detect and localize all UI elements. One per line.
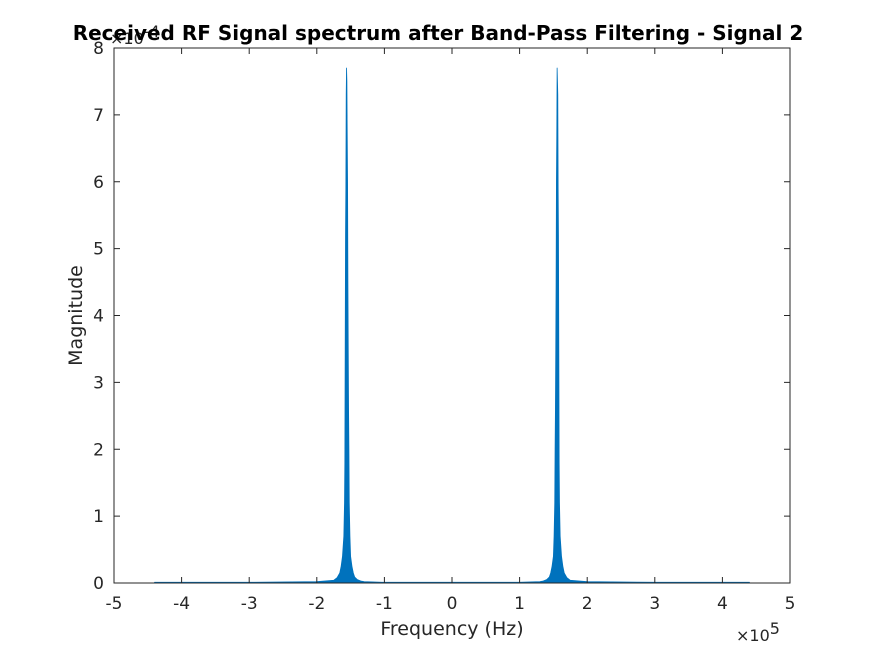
x-tick-label: 5 [785, 594, 796, 614]
x-tick-label: -4 [173, 594, 190, 614]
y-tick-label: 1 [93, 507, 104, 527]
y-axis-exponent: ×10-4 [110, 22, 160, 48]
plot-area [154, 67, 750, 584]
x-tick-label: 4 [717, 594, 728, 614]
axes-background [114, 48, 790, 583]
x-tick-label: -1 [376, 594, 393, 614]
spectrum-series-0 [154, 67, 750, 584]
x-axis-exponent: ×105 [736, 619, 780, 645]
tick-marks [113, 47, 791, 584]
y-axis-label: Magnitude [65, 265, 87, 366]
y-tick-label: 0 [93, 574, 104, 594]
y-tick-label: 4 [93, 307, 104, 327]
x-tick-label: -5 [106, 594, 123, 614]
x-tick-label: 1 [514, 594, 525, 614]
y-tick-label: 8 [93, 39, 104, 59]
y-tick-label: 2 [93, 440, 104, 460]
y-tick-label: 6 [93, 173, 104, 193]
x-axis-label: Frequency (Hz) [380, 618, 523, 640]
x-tick-label: 2 [582, 594, 593, 614]
y-tick-label: 5 [93, 240, 104, 260]
y-tick-label: 7 [93, 106, 104, 126]
tick-labels: -5 -4 -3 -2 -1 0 1 2 3 4 5 0 1 2 3 4 5 6 7 8 [93, 39, 795, 614]
x-tick-label: -3 [241, 594, 258, 614]
chart-title: Received RF Signal spectrum after Band-P… [73, 21, 804, 45]
y-tick-label: 3 [93, 373, 104, 393]
x-tick-label: -2 [308, 594, 325, 614]
x-tick-label: 0 [447, 594, 458, 614]
x-tick-label: 3 [649, 594, 660, 614]
